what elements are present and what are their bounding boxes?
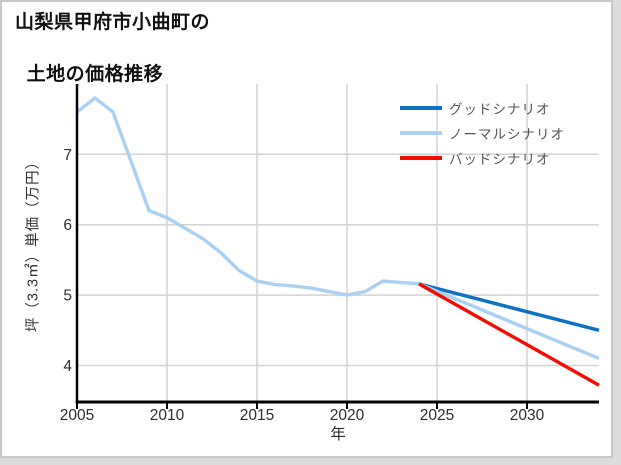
y-axis-title: 坪（3.3㎡）単価（万円） [25, 153, 42, 333]
good-scenario-line-swatch [400, 105, 442, 110]
page-title-line2: 土地の価格推移 [26, 64, 164, 85]
bad-scenario-line-swatch [400, 155, 442, 160]
legend-label-bad-scenario: バッドシナリオ [449, 151, 551, 167]
chart-card: 山梨県甲府市小曲町の 土地の価格推移 2005 2010 2015 2020 2025 2… [0, 0, 613, 458]
svg-text:5: 5 [63, 288, 72, 305]
price-trend-chart: 2005 2010 2015 2020 2025 2030 4 5 6 7 坪（3.3㎡）単価（万… [2, 2, 611, 456]
svg-text:2020: 2020 [330, 407, 365, 424]
svg-text:2030: 2030 [510, 407, 545, 424]
legend-label-normal-scenario: ノーマルシナリオ [449, 126, 565, 142]
page-title: 山梨県甲府市小曲町の 土地の価格推移 [15, 10, 210, 88]
legend-item-normal-scenario: ノーマルシナリオ [400, 120, 565, 145]
legend-item-good-scenario: グッドシナリオ [400, 95, 565, 120]
svg-text:4: 4 [63, 358, 72, 375]
page-title-line1: 山梨県甲府市小曲町の [15, 12, 211, 33]
x-axis-title: 年 [330, 426, 346, 443]
svg-text:7: 7 [63, 147, 72, 164]
legend-item-bad-scenario: バッドシナリオ [400, 145, 565, 170]
svg-text:2010: 2010 [150, 407, 185, 424]
chart-canvas: 2005 2010 2015 2020 2025 2030 4 5 6 7 [60, 84, 600, 424]
svg-text:2005: 2005 [60, 407, 94, 424]
svg-text:2025: 2025 [420, 407, 454, 424]
svg-text:2015: 2015 [240, 407, 274, 424]
normal-scenario-line-swatch [400, 130, 442, 135]
svg-text:6: 6 [63, 217, 72, 234]
legend-label-good-scenario: グッドシナリオ [449, 101, 551, 117]
chart-legend: グッドシナリオ ノーマルシナリオ バッドシナリオ [400, 95, 565, 170]
